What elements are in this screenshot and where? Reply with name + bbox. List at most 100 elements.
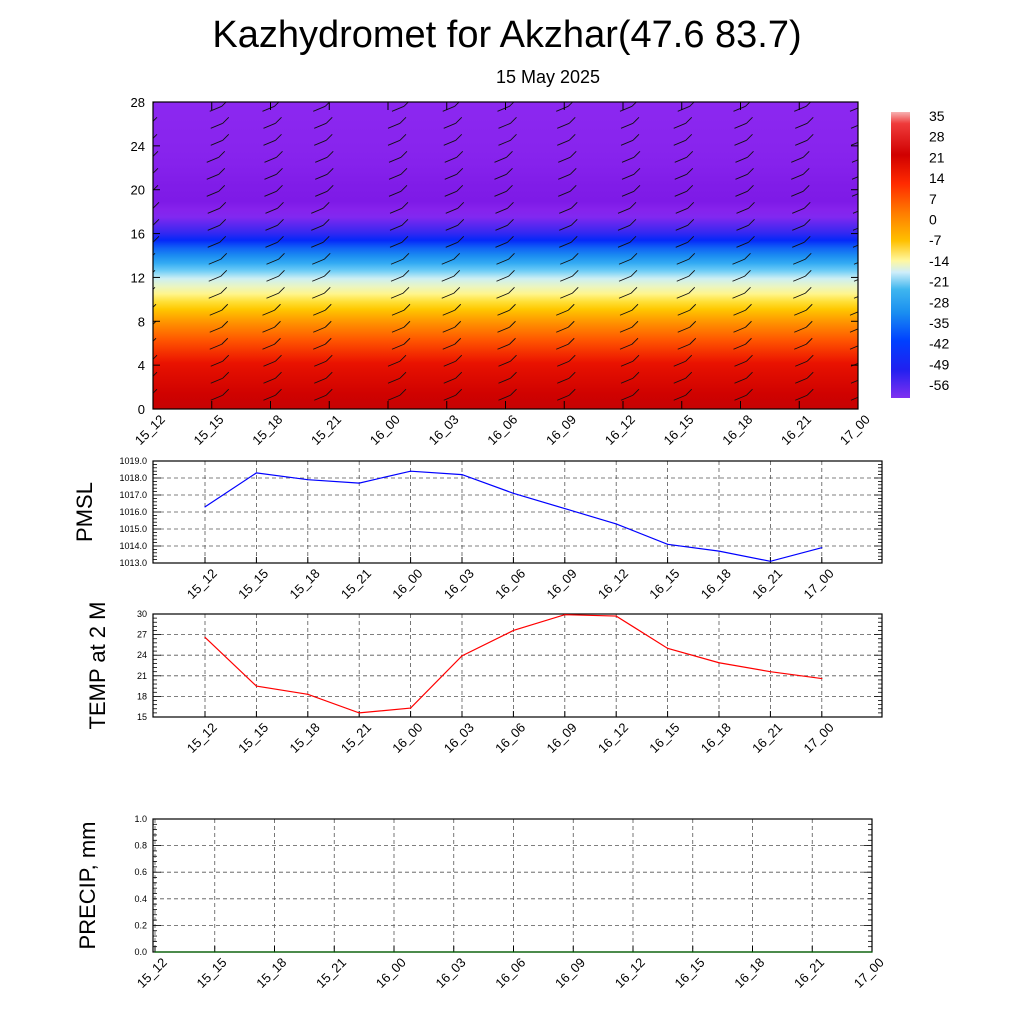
wind-barb-shaft <box>675 224 688 231</box>
wind-barb-shaft <box>262 309 275 316</box>
y-tick-label: 27 <box>137 630 147 640</box>
y-tick-label: 1016.0 <box>119 507 147 517</box>
wind-barb-flag <box>802 184 810 192</box>
wind-barb-shaft <box>389 241 403 248</box>
wind-barb-shaft <box>498 377 511 384</box>
wind-barb-flag <box>685 116 693 124</box>
y-tick-label: 0.0 <box>134 947 147 957</box>
colorbar-label: 35 <box>929 108 945 124</box>
wind-barb-flag <box>153 371 158 377</box>
wind-barb-flag <box>804 252 812 260</box>
wind-barb-shaft <box>208 275 221 282</box>
wind-barb-shaft <box>557 377 570 384</box>
cross-section-heatmap: 0 4 8 12 16 20 24 28 15_12 15_15 15_18 15_21 16_00 16… <box>131 95 873 448</box>
wind-barb-shaft <box>209 105 222 112</box>
wind-barb-flag <box>746 116 753 124</box>
wind-barb-flag <box>806 133 814 141</box>
x-tick-label: 15_15 <box>235 566 271 602</box>
wind-barb-flag <box>687 235 695 243</box>
wind-barb-flag <box>569 167 577 175</box>
wind-barb-shaft <box>207 224 220 231</box>
wind-barb-flag <box>153 303 157 308</box>
wind-barb-shaft <box>441 292 454 299</box>
wind-barb-flag <box>153 354 158 360</box>
wind-barb-flag <box>399 388 407 396</box>
wind-barb-flag <box>568 354 576 362</box>
wind-barb-flag <box>325 133 333 141</box>
wind-barb-shaft <box>387 394 401 401</box>
wind-barb-shaft <box>391 343 405 350</box>
wind-barb-shaft <box>620 139 634 146</box>
wind-barb-shaft <box>153 242 154 243</box>
wind-barb-flag <box>629 218 637 226</box>
x-tick-label: 15_21 <box>313 955 349 991</box>
wind-barb-shaft <box>390 258 404 265</box>
wind-barb-shaft <box>675 207 688 214</box>
wind-barb-flag <box>631 303 639 311</box>
wind-barb-flag <box>864 151 870 157</box>
x-tick-label: 16_15 <box>646 720 682 756</box>
wind-barb-flag <box>401 218 409 226</box>
x-tick-label: 15_15 <box>193 955 229 991</box>
wind-barb-shaft <box>560 258 573 265</box>
wind-barb-shaft <box>677 309 690 316</box>
wind-barb-flag <box>510 354 517 362</box>
wind-barb-shaft <box>445 207 458 214</box>
wind-barb-shaft <box>734 394 747 401</box>
y-tick-label: 24 <box>131 139 145 154</box>
x-tick-label: 16_06 <box>492 720 528 756</box>
y-tick-label: 1014.0 <box>119 541 147 551</box>
data-point <box>769 671 772 673</box>
wind-barb-shaft <box>443 122 456 129</box>
wind-barb-flag <box>455 388 463 396</box>
data-point <box>255 685 257 687</box>
wind-barb-flag <box>402 252 410 260</box>
wind-barb-flag <box>153 320 157 325</box>
wind-barb-shaft <box>140 174 152 179</box>
wind-barb-flag <box>401 235 409 243</box>
wind-barb-shaft <box>263 377 276 384</box>
wind-barb-flag <box>221 337 229 345</box>
data-point <box>564 508 566 510</box>
wind-barb-flag <box>629 235 637 243</box>
wind-barb-shaft <box>733 105 746 112</box>
wind-barb-flag <box>324 337 332 345</box>
wind-barb-flag <box>454 337 462 345</box>
wind-barb-shaft <box>445 241 458 248</box>
wind-barb-shaft <box>557 122 570 129</box>
wind-barb-flag <box>456 150 464 158</box>
wind-barb-shaft <box>852 227 858 231</box>
wind-barb-flag <box>863 372 869 378</box>
wind-barb-shaft <box>210 139 223 146</box>
wind-barb-shaft <box>792 224 805 231</box>
wind-barb-flag <box>220 252 228 260</box>
x-tick-label: 16_03 <box>432 955 468 991</box>
x-tick-label: 16_00 <box>367 412 403 448</box>
wind-barb-shaft <box>314 360 327 367</box>
wind-barb-flag <box>274 303 281 311</box>
wind-barb-flag <box>454 102 460 107</box>
colorbar-label: -7 <box>929 232 942 248</box>
wind-barb-shaft <box>795 139 808 146</box>
wind-barb-shaft <box>560 275 573 282</box>
figure-subtitle: 15 May 2025 <box>496 67 600 87</box>
wind-barb-flag <box>748 235 755 243</box>
wind-barb-shaft <box>494 156 507 163</box>
wind-barb-shaft <box>557 360 570 367</box>
wind-barb-flag <box>746 371 753 379</box>
wind-barb-flag <box>864 185 870 191</box>
wind-barb-flag <box>865 219 871 225</box>
wind-barb-flag <box>632 133 640 141</box>
wind-barb-shaft <box>137 293 149 298</box>
wind-barb-shaft <box>313 105 326 112</box>
wind-barb-flag <box>509 337 516 345</box>
x-tick-label: 15_18 <box>287 720 323 756</box>
wind-barb-flag <box>322 201 330 209</box>
wind-barb-flag <box>402 286 410 294</box>
colorbar-label: -28 <box>929 294 949 310</box>
wind-barb-shaft <box>557 139 570 146</box>
wind-barb-flag <box>686 150 694 158</box>
y-tick-label: 0.2 <box>134 920 147 930</box>
data-point <box>821 547 823 549</box>
wind-barb-shaft <box>850 124 858 129</box>
